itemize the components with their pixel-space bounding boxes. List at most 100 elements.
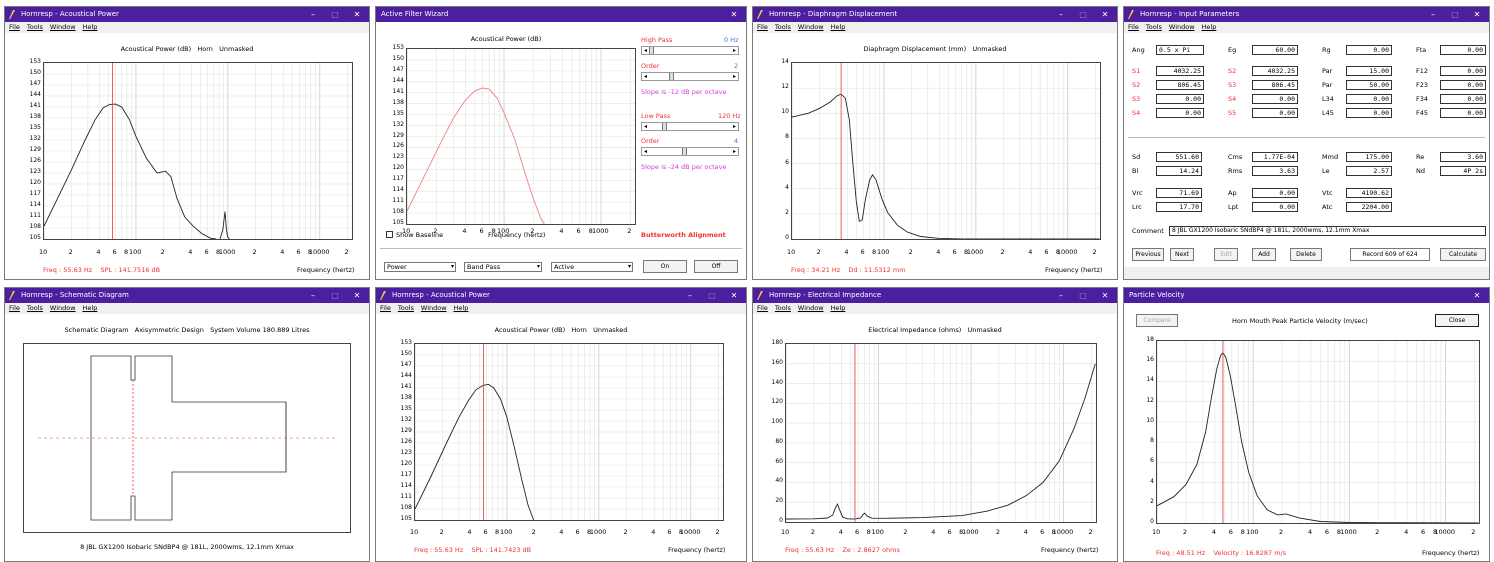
title-bar[interactable]: Hornresp - Acoustical Power – □ ✕	[5, 7, 369, 22]
minimize-icon[interactable]: –	[311, 10, 315, 19]
minimize-icon[interactable]: –	[688, 291, 692, 300]
title-bar[interactable]: Particle Velocity ✕	[1124, 288, 1489, 303]
menu-help[interactable]: Help	[453, 304, 469, 312]
param-field[interactable]: 15.00	[1346, 66, 1392, 76]
left-arrow-icon[interactable]: ◂	[643, 148, 647, 155]
param-field[interactable]: 0.00	[1346, 94, 1392, 104]
eg-field[interactable]: 60.00	[1252, 45, 1298, 55]
slider-thumb[interactable]	[662, 123, 667, 130]
low-pass-slider[interactable]: ◂ ▸	[641, 122, 739, 131]
high-pass-slider[interactable]: ◂ ▸	[641, 46, 739, 55]
slider-thumb[interactable]	[669, 73, 674, 80]
title-bar[interactable]: Active Filter Wizard ✕	[376, 7, 746, 22]
menu-file[interactable]: File	[757, 23, 768, 31]
title-bar[interactable]: Hornresp - Acoustical Power – □ ✕	[376, 288, 746, 303]
next-button[interactable]: Next	[1170, 248, 1194, 261]
close-icon[interactable]: ✕	[353, 10, 361, 19]
re-field[interactable]: 3.60	[1440, 152, 1486, 162]
menu-help[interactable]: Help	[830, 23, 846, 31]
menu-file[interactable]: File	[757, 304, 768, 312]
rg-field[interactable]: 0.00	[1346, 45, 1392, 55]
spl-plot[interactable]	[43, 62, 353, 240]
minimize-icon[interactable]: –	[1059, 10, 1063, 19]
edit-button[interactable]: Edit	[1214, 248, 1238, 261]
maximize-icon[interactable]: □	[708, 291, 716, 300]
lrc-field[interactable]: 17.70	[1156, 202, 1202, 212]
close-button[interactable]: Close	[1435, 314, 1479, 327]
le-field[interactable]: 2.57	[1346, 166, 1392, 176]
title-bar[interactable]: Hornresp - Input Parameters – □ ✕	[1124, 7, 1489, 22]
menu-tools[interactable]: Tools	[397, 304, 414, 312]
nd-field[interactable]: 4P 2s	[1440, 166, 1486, 176]
slider-thumb[interactable]	[682, 148, 687, 155]
right-arrow-icon[interactable]: ▸	[732, 123, 736, 130]
mmd-field[interactable]: 175.00	[1346, 152, 1392, 162]
menu-window[interactable]: Window	[49, 23, 76, 31]
filter-mode-select[interactable]: Active	[551, 262, 633, 272]
impedance-plot[interactable]	[785, 343, 1097, 523]
right-arrow-icon[interactable]: ▸	[732, 73, 736, 80]
filter-type-select[interactable]: Band Pass	[464, 262, 542, 272]
vrc-field[interactable]: 71.69	[1156, 188, 1202, 198]
left-arrow-icon[interactable]: ◂	[643, 47, 647, 54]
filter-plot[interactable]	[406, 48, 636, 225]
spl-plot[interactable]	[414, 343, 724, 521]
add-button[interactable]: Add	[1252, 248, 1276, 261]
menu-file[interactable]: File	[1128, 23, 1139, 31]
order2-slider[interactable]: ◂ ▸	[641, 147, 739, 156]
minimize-icon[interactable]: –	[311, 291, 315, 300]
menu-file[interactable]: File	[9, 23, 20, 31]
left-arrow-icon[interactable]: ◂	[643, 123, 647, 130]
param-field[interactable]: 4032.25	[1156, 66, 1204, 76]
param-field[interactable]: 0.00	[1156, 94, 1204, 104]
sd-field[interactable]: 551.60	[1156, 152, 1202, 162]
minimize-icon[interactable]: –	[1059, 291, 1063, 300]
menu-help[interactable]: Help	[830, 304, 846, 312]
menu-tools[interactable]: Tools	[26, 23, 43, 31]
delete-button[interactable]: Delete	[1290, 248, 1322, 261]
cms-field[interactable]: 1.77E-04	[1252, 152, 1298, 162]
menu-help[interactable]: Help	[1201, 23, 1217, 31]
param-field[interactable]: 0.00	[1440, 94, 1486, 104]
right-arrow-icon[interactable]: ▸	[732, 47, 736, 54]
right-arrow-icon[interactable]: ▸	[732, 148, 736, 155]
left-arrow-icon[interactable]: ◂	[643, 73, 647, 80]
ap-field[interactable]: 0.00	[1252, 188, 1298, 198]
slider-thumb[interactable]	[649, 47, 654, 54]
menu-tools[interactable]: Tools	[774, 23, 791, 31]
off-button[interactable]: Off	[694, 260, 738, 273]
maximize-icon[interactable]: □	[1079, 291, 1087, 300]
close-icon[interactable]: ✕	[730, 291, 738, 300]
menu-tools[interactable]: Tools	[26, 304, 43, 312]
rms-field[interactable]: 3.63	[1252, 166, 1298, 176]
show-baseline-checkbox[interactable]: Show Baseline	[386, 231, 443, 239]
close-icon[interactable]: ✕	[1473, 291, 1481, 300]
menu-help[interactable]: Help	[82, 304, 98, 312]
menu-window[interactable]: Window	[420, 304, 447, 312]
menu-tools[interactable]: Tools	[1145, 23, 1162, 31]
title-bar[interactable]: Hornresp - Schematic Diagram – □ ✕	[5, 288, 369, 303]
param-field[interactable]: 4032.25	[1252, 66, 1298, 76]
menu-window[interactable]: Window	[797, 304, 824, 312]
atc-field[interactable]: 2204.00	[1346, 202, 1392, 212]
ang-field[interactable]: 0.5 x Pi	[1156, 45, 1204, 55]
param-field[interactable]: 50.00	[1346, 80, 1392, 90]
graph-type-select[interactable]: Power	[384, 262, 456, 272]
menu-window[interactable]: Window	[797, 23, 824, 31]
maximize-icon[interactable]: □	[331, 291, 339, 300]
checkbox-box[interactable]	[386, 231, 393, 238]
close-icon[interactable]: ✕	[1101, 291, 1109, 300]
menu-file[interactable]: File	[9, 304, 20, 312]
close-icon[interactable]: ✕	[1101, 10, 1109, 19]
param-field[interactable]: 0.00	[1346, 108, 1392, 118]
param-field[interactable]: 0.00	[1440, 108, 1486, 118]
close-icon[interactable]: ✕	[353, 291, 361, 300]
minimize-icon[interactable]: –	[1431, 10, 1435, 19]
previous-button[interactable]: Previous	[1132, 248, 1164, 261]
displacement-plot[interactable]	[791, 62, 1101, 240]
velocity-plot[interactable]	[1156, 340, 1480, 524]
vtc-field[interactable]: 4190.62	[1346, 188, 1392, 198]
menu-window[interactable]: Window	[1168, 23, 1195, 31]
compare-button[interactable]: Compare	[1136, 314, 1178, 327]
fta-field[interactable]: 0.00	[1440, 45, 1486, 55]
